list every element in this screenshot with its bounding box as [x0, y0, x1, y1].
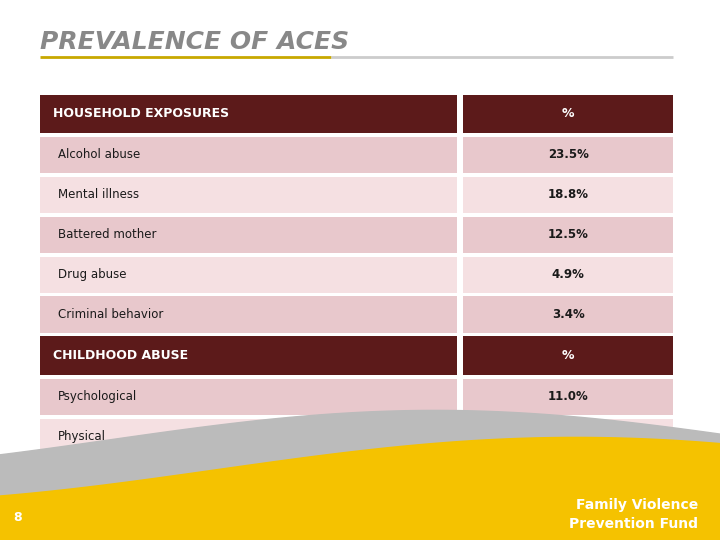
Bar — [40, 379, 457, 415]
Bar — [40, 293, 457, 296]
Text: Prevention Fund: Prevention Fund — [570, 517, 698, 531]
Bar — [457, 137, 463, 173]
Bar — [463, 336, 673, 375]
Text: Battered mother: Battered mother — [58, 228, 156, 241]
Bar — [457, 217, 463, 253]
Bar — [463, 296, 673, 333]
Bar — [40, 217, 457, 253]
Text: Criminal behavior: Criminal behavior — [58, 308, 163, 321]
Text: Drug abuse: Drug abuse — [58, 268, 126, 281]
Bar — [40, 418, 457, 455]
Bar — [463, 137, 673, 173]
Bar — [40, 415, 457, 418]
Text: 12.5%: 12.5% — [548, 228, 588, 241]
Bar — [463, 94, 673, 133]
Bar — [40, 495, 673, 498]
Bar — [463, 293, 673, 296]
Bar — [40, 256, 457, 293]
Bar — [40, 458, 457, 495]
Text: 23.5%: 23.5% — [548, 148, 588, 161]
Bar — [463, 213, 673, 217]
Bar — [40, 173, 457, 177]
Bar — [463, 177, 673, 213]
Bar — [40, 333, 673, 336]
Text: Felitti et al, 1998: Felitti et al, 1998 — [40, 508, 123, 518]
Bar — [463, 217, 673, 253]
Text: 8: 8 — [13, 511, 22, 524]
Bar — [40, 375, 457, 379]
Bar — [40, 177, 457, 213]
Text: HOUSEHOLD EXPOSURES: HOUSEHOLD EXPOSURES — [53, 107, 229, 120]
Text: %: % — [562, 107, 575, 120]
Text: 18.8%: 18.8% — [548, 188, 588, 201]
Text: PREVALENCE OF ACES: PREVALENCE OF ACES — [40, 30, 348, 53]
Bar — [457, 256, 463, 293]
Bar — [463, 256, 673, 293]
Text: 11.0%: 11.0% — [548, 390, 588, 403]
Bar — [457, 458, 463, 495]
Text: Psychological: Psychological — [58, 390, 137, 403]
Bar — [463, 375, 673, 379]
Text: Mental illness: Mental illness — [58, 188, 139, 201]
Bar — [457, 379, 463, 415]
Bar — [463, 415, 673, 418]
Text: %: % — [562, 349, 575, 362]
Text: 4.9%: 4.9% — [552, 268, 585, 281]
Bar — [463, 455, 673, 458]
Text: Alcohol abuse: Alcohol abuse — [58, 148, 140, 161]
Text: 3.4%: 3.4% — [552, 308, 585, 321]
Text: CHILDHOOD ABUSE: CHILDHOOD ABUSE — [53, 349, 188, 362]
Bar — [40, 137, 457, 173]
Bar — [463, 133, 673, 137]
Bar — [457, 296, 463, 333]
Bar — [457, 418, 463, 455]
Bar — [463, 418, 673, 455]
Bar — [463, 253, 673, 256]
Bar — [40, 455, 457, 458]
Bar — [457, 94, 463, 133]
Text: Physical: Physical — [58, 430, 106, 443]
Text: 10.8%: 10.8% — [548, 430, 588, 443]
Bar — [40, 94, 457, 133]
Text: 22.0%: 22.0% — [548, 470, 588, 483]
Text: Family Violence: Family Violence — [576, 498, 698, 512]
Bar — [457, 336, 463, 375]
Bar — [40, 133, 457, 137]
Bar — [40, 336, 457, 375]
Bar — [463, 458, 673, 495]
Bar — [40, 253, 457, 256]
Text: Sexual: Sexual — [58, 470, 97, 483]
Bar — [40, 296, 457, 333]
Bar — [463, 173, 673, 177]
Bar — [463, 379, 673, 415]
Bar — [457, 177, 463, 213]
Bar — [40, 213, 457, 217]
